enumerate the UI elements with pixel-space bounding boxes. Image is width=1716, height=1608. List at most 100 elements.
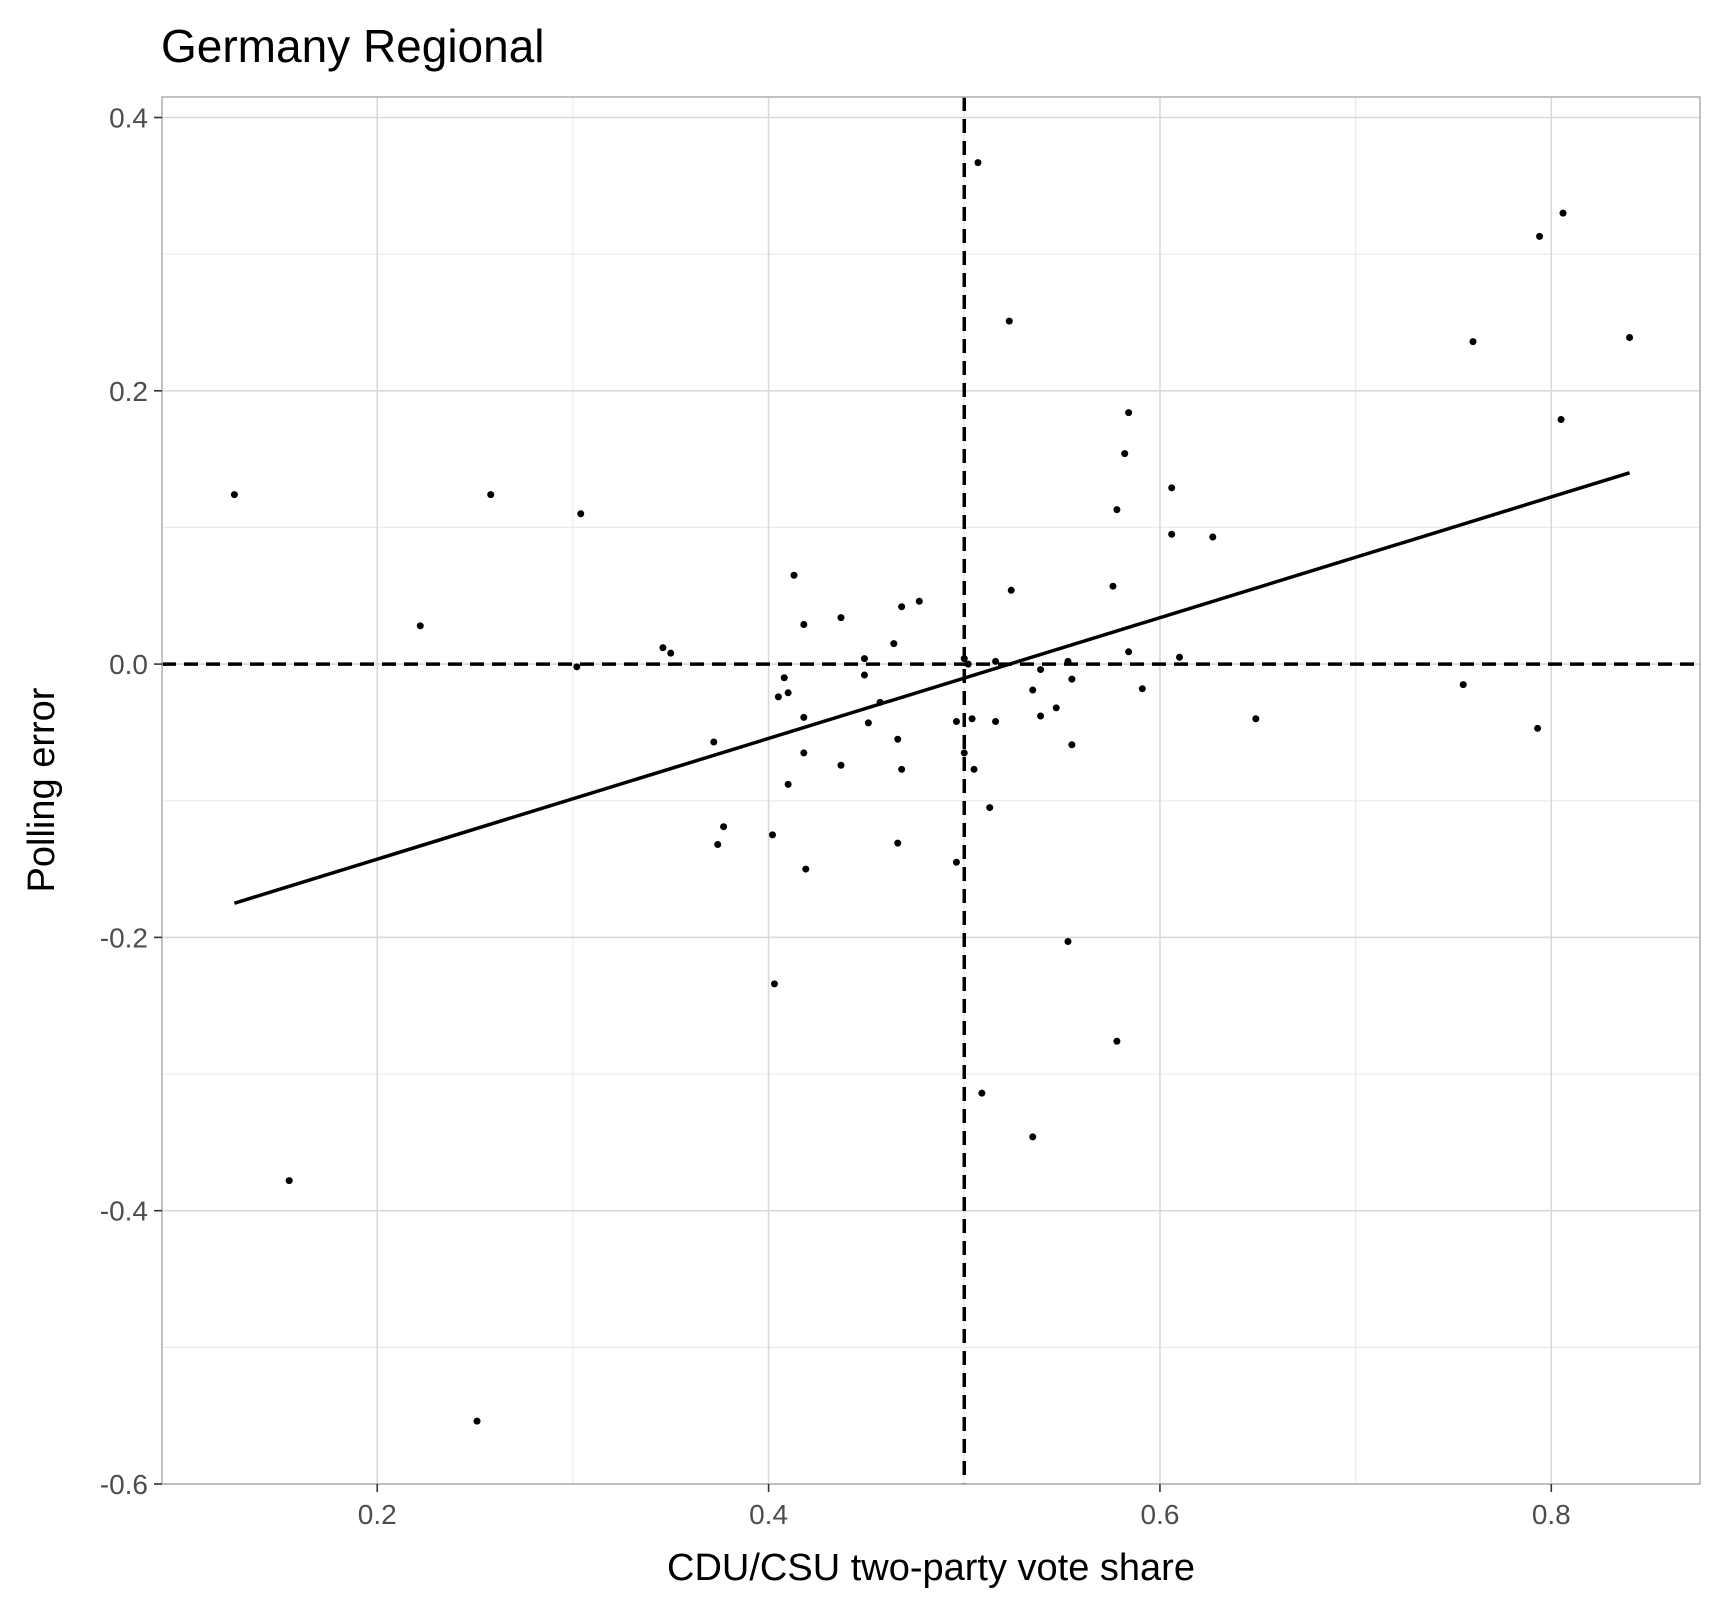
data-points bbox=[230, 159, 1634, 1425]
data-point bbox=[992, 657, 1000, 665]
data-point bbox=[802, 865, 810, 873]
data-point bbox=[890, 640, 898, 648]
trend-line-group bbox=[233, 471, 1631, 905]
data-point bbox=[1007, 586, 1015, 594]
data-point bbox=[915, 597, 923, 605]
data-point bbox=[1029, 1133, 1037, 1141]
x-tick-label: 0.6 bbox=[1140, 1499, 1179, 1530]
data-point bbox=[1113, 506, 1121, 514]
y-tick-label: 0.4 bbox=[109, 102, 148, 133]
major-gridlines bbox=[162, 97, 1700, 1485]
data-point bbox=[800, 713, 808, 721]
data-point bbox=[970, 765, 978, 773]
data-point bbox=[952, 717, 960, 725]
data-point bbox=[1052, 704, 1060, 712]
data-point bbox=[784, 689, 792, 697]
data-point bbox=[837, 761, 845, 769]
data-point bbox=[659, 644, 667, 652]
data-point bbox=[968, 715, 976, 723]
data-point bbox=[894, 839, 902, 847]
data-point bbox=[790, 571, 798, 579]
x-axis-title: CDU/CSU two-party vote share bbox=[667, 1547, 1195, 1589]
y-axis: -0.6 -0.4 -0.2 0.0 0.2 0.4 bbox=[100, 102, 162, 1500]
data-point bbox=[1121, 450, 1129, 458]
data-point bbox=[769, 831, 777, 839]
data-point bbox=[978, 1089, 986, 1097]
data-point bbox=[1064, 937, 1072, 945]
data-point bbox=[487, 491, 495, 499]
data-point bbox=[1068, 741, 1076, 749]
data-point bbox=[1252, 715, 1260, 723]
data-point bbox=[1138, 685, 1146, 693]
data-point bbox=[800, 749, 808, 757]
plot-panel bbox=[161, 96, 1701, 1485]
x-tick-label: 0.8 bbox=[1532, 1499, 1571, 1530]
data-point bbox=[770, 980, 778, 988]
data-point bbox=[667, 649, 675, 657]
data-point bbox=[774, 693, 782, 701]
data-point bbox=[952, 858, 960, 866]
data-point bbox=[710, 738, 718, 746]
data-point bbox=[1109, 582, 1117, 590]
data-point bbox=[720, 823, 728, 831]
data-point bbox=[974, 159, 982, 167]
data-point bbox=[1626, 334, 1634, 342]
data-point bbox=[1559, 209, 1567, 217]
x-axis: 0.2 0.4 0.6 0.8 bbox=[358, 1484, 1571, 1530]
data-point bbox=[1469, 338, 1477, 346]
data-point bbox=[577, 510, 585, 518]
data-point bbox=[1534, 724, 1542, 732]
data-point bbox=[285, 1177, 293, 1185]
data-point bbox=[960, 749, 968, 757]
data-point bbox=[1037, 666, 1045, 674]
data-point bbox=[1068, 675, 1076, 683]
reference-lines bbox=[162, 97, 1700, 1484]
y-axis-title: Polling error bbox=[21, 687, 63, 892]
panel-border bbox=[161, 96, 1701, 1485]
trend-line bbox=[233, 471, 1631, 905]
data-point bbox=[1113, 1037, 1121, 1045]
y-tick-label: -0.6 bbox=[100, 1469, 148, 1500]
data-point bbox=[714, 840, 722, 848]
data-point bbox=[898, 765, 906, 773]
data-point bbox=[898, 603, 906, 611]
data-point bbox=[230, 491, 238, 499]
data-point bbox=[1557, 415, 1565, 423]
data-point bbox=[1125, 409, 1133, 417]
data-point bbox=[1209, 533, 1217, 541]
x-tick-label: 0.4 bbox=[749, 1499, 788, 1530]
data-point bbox=[1536, 232, 1544, 240]
data-point bbox=[986, 804, 994, 812]
data-point bbox=[1168, 484, 1176, 492]
data-point bbox=[894, 735, 902, 743]
data-point bbox=[864, 719, 872, 727]
chart-title: Germany Regional bbox=[161, 20, 545, 72]
y-tick-label: 0.2 bbox=[109, 376, 148, 407]
y-tick-label: 0.0 bbox=[109, 649, 148, 680]
data-point bbox=[992, 717, 1000, 725]
data-point bbox=[1459, 681, 1467, 689]
data-point bbox=[1168, 530, 1176, 538]
data-point bbox=[800, 620, 808, 628]
data-point bbox=[876, 698, 884, 706]
minor-gridlines bbox=[162, 97, 1700, 1484]
data-point bbox=[860, 655, 868, 663]
x-tick-label: 0.2 bbox=[358, 1499, 397, 1530]
data-point bbox=[1029, 686, 1037, 694]
data-point bbox=[837, 614, 845, 622]
data-point bbox=[573, 663, 581, 671]
data-point bbox=[1005, 317, 1013, 325]
data-point bbox=[960, 655, 968, 663]
data-point bbox=[784, 780, 792, 788]
data-point bbox=[473, 1417, 481, 1425]
data-point bbox=[860, 671, 868, 679]
y-tick-label: -0.4 bbox=[100, 1196, 148, 1227]
data-point bbox=[964, 660, 972, 668]
data-point bbox=[1125, 648, 1133, 656]
data-point bbox=[1037, 712, 1045, 720]
y-tick-label: -0.2 bbox=[100, 922, 148, 953]
data-point bbox=[1176, 653, 1184, 661]
data-point bbox=[780, 674, 788, 682]
data-point bbox=[416, 622, 424, 630]
